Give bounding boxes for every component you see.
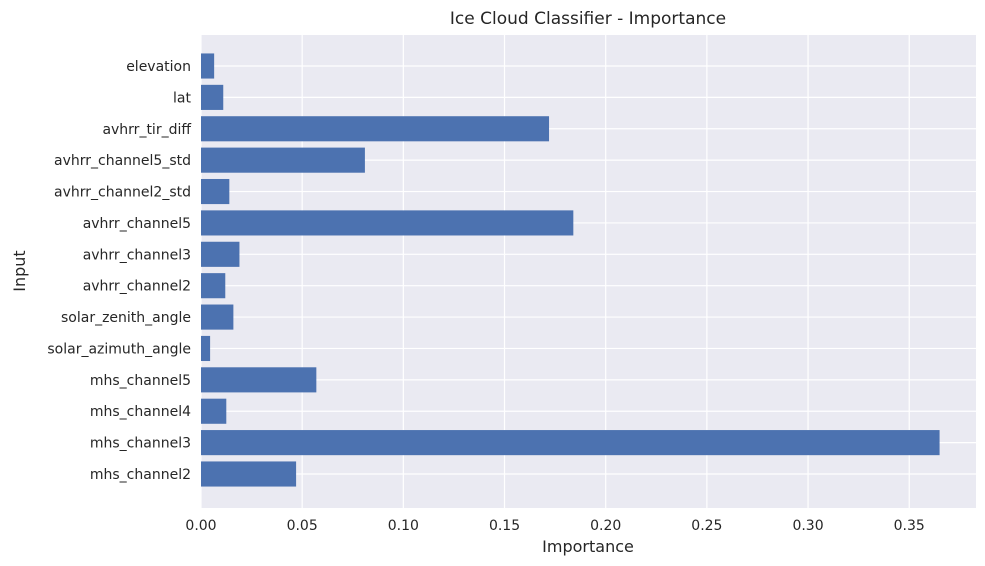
y-tick-label: avhrr_channel3 bbox=[83, 247, 191, 263]
bar-layer bbox=[201, 53, 940, 487]
x-tick-labels: 0.00 0.05 0.10 0.15 0.20 0.25 0.30 0.35 bbox=[185, 518, 924, 534]
bar-mhs_channel5 bbox=[201, 367, 317, 393]
y-tick-label: avhrr_channel2 bbox=[83, 279, 191, 295]
x-tick-label: 0.05 bbox=[287, 518, 318, 534]
bar-avhrr_channel2_std bbox=[201, 178, 230, 205]
bar-mhs_channel3 bbox=[201, 430, 940, 456]
bar-mhs_channel2 bbox=[201, 461, 297, 487]
bar-avhrr_channel5 bbox=[201, 210, 574, 236]
bar-solar_zenith_angle bbox=[201, 304, 234, 330]
bar-avhrr_channel5_std bbox=[201, 147, 365, 173]
bar-avhrr_channel3 bbox=[201, 241, 240, 267]
y-tick-label: avhrr_tir_diff bbox=[102, 122, 191, 138]
y-tick-label: mhs_channel3 bbox=[90, 436, 191, 452]
bar-solar_azimuth_angle bbox=[201, 335, 211, 362]
x-tick-label: 0.10 bbox=[388, 518, 419, 534]
bar-elevation bbox=[201, 53, 215, 79]
x-tick-label: 0.15 bbox=[489, 518, 520, 534]
x-tick-label: 0.35 bbox=[894, 518, 925, 534]
y-tick-label: mhs_channel2 bbox=[90, 467, 191, 483]
bar-avhrr_channel2 bbox=[201, 273, 226, 299]
y-tick-label: avhrr_channel5_std bbox=[54, 153, 191, 169]
y-tick-label: lat bbox=[173, 90, 191, 106]
y-tick-label: mhs_channel4 bbox=[90, 404, 191, 420]
y-tick-label: mhs_channel5 bbox=[90, 373, 191, 389]
x-axis-title: Importance bbox=[542, 537, 634, 556]
x-tick-label: 0.30 bbox=[792, 518, 823, 534]
x-tick-label: 0.25 bbox=[691, 518, 722, 534]
plot-background bbox=[201, 35, 976, 508]
chart-title: Ice Cloud Classifier - Importance bbox=[450, 9, 726, 29]
y-tick-labels: elevation lat avhrr_tir_diff avhrr_channel5… bbox=[47, 59, 191, 483]
x-tick-label: 0.00 bbox=[185, 518, 216, 534]
bar-mhs_channel4 bbox=[201, 398, 227, 424]
bar-avhrr_tir_diff bbox=[201, 116, 550, 142]
y-axis-title: Input bbox=[10, 250, 29, 291]
y-tick-label: avhrr_channel2_std bbox=[54, 185, 191, 201]
x-tick-label: 0.20 bbox=[590, 518, 621, 534]
y-tick-label: solar_azimuth_angle bbox=[47, 341, 191, 357]
bar-lat bbox=[201, 84, 224, 110]
y-tick-label: avhrr_channel5 bbox=[83, 216, 191, 232]
y-tick-label: elevation bbox=[126, 59, 191, 75]
y-tick-label: solar_zenith_angle bbox=[61, 310, 191, 326]
